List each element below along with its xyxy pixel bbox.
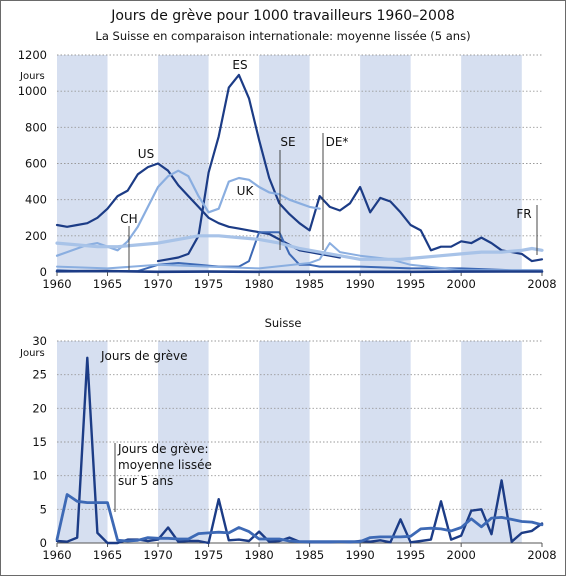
bottom-x-tick-label: 1995	[396, 548, 425, 562]
top-x-tick-label: 1980	[244, 277, 273, 291]
top-y-unit-label: Jours	[19, 71, 45, 82]
label-se: SE	[280, 135, 295, 149]
bottom-x-tick-label: 1985	[295, 548, 324, 562]
bottom-x-tick-label: 1970	[143, 548, 172, 562]
bottom-y-tick-label: 25	[32, 368, 47, 382]
top-series-line-ch	[55, 269, 544, 274]
bottom-panel-title: Suisse	[265, 316, 302, 330]
label-fr: FR	[516, 207, 531, 221]
bottom-y-tick-label: 0	[40, 536, 47, 550]
bottom-x-tick-label: 2008	[527, 548, 556, 562]
bottom-y-tick-label: 30	[32, 334, 47, 348]
label-moyenne-line-3: sur 5 ans	[118, 474, 173, 488]
top-period-band	[360, 55, 411, 272]
label-moyenne-line-1: Jours de grève:	[117, 442, 209, 456]
bottom-y-tick-label: 10	[32, 469, 47, 483]
bottom-period-band	[360, 341, 411, 543]
label-ch: CH	[120, 212, 137, 226]
top-y-tick-label: 0	[40, 265, 47, 279]
top-x-tick-label: 2008	[527, 277, 556, 291]
label-jours-de-greve: Jours de grève	[100, 349, 187, 363]
switzerland-panel: 0 5 10 15 20 25 30 1960 1965 1970 1975 1980 1985 1990…	[32, 334, 556, 562]
top-y-tick-label: 200	[25, 229, 47, 243]
top-y-tick-label: 400	[25, 193, 47, 207]
bottom-series-line-jours-de-gr-ve-moyenne-liss-e-sur-5-ans	[55, 493, 544, 544]
label-us: US	[138, 147, 154, 161]
top-y-tick-label: 600	[25, 157, 47, 171]
top-x-tick-label: 1970	[143, 277, 172, 291]
top-series-line-fr	[55, 234, 544, 261]
bottom-y-unit-label: Jours	[19, 348, 45, 359]
top-x-tick-label: 1975	[194, 277, 223, 291]
bottom-x-tick-label: 2000	[447, 548, 476, 562]
top-x-tick-label: 2000	[447, 277, 476, 291]
top-x-tick-label: 1985	[295, 277, 324, 291]
top-series-line-de	[56, 242, 543, 272]
bottom-y-tick-label: 15	[32, 435, 47, 449]
top-x-tick-label: 1995	[396, 277, 425, 291]
top-x-tick-label: 1990	[345, 277, 374, 291]
bottom-y-tick-label: 5	[40, 502, 47, 516]
label-moyenne-line-2: moyenne lissée	[118, 458, 212, 472]
top-series-line-es	[156, 73, 544, 263]
label-es: ES	[232, 58, 247, 72]
bottom-x-tick-label: 1990	[345, 548, 374, 562]
top-x-tick-label: 1965	[93, 277, 122, 291]
top-y-tick-label: 1200	[18, 48, 47, 62]
top-y-tick-label: 800	[25, 120, 47, 134]
label-de: DE*	[326, 135, 349, 149]
chart-subtitle: La Suisse en comparaison internationale:…	[95, 29, 470, 43]
top-x-tick-label: 1960	[42, 277, 71, 291]
chart-title: Jours de grève pour 1000 travailleurs 19…	[110, 8, 455, 24]
top-series-line-uk	[55, 169, 321, 257]
bottom-y-tick-label: 20	[32, 401, 47, 415]
bottom-x-tick-label: 1960	[42, 548, 71, 562]
label-uk: UK	[237, 184, 255, 198]
top-y-tick-label: 1000	[18, 84, 47, 98]
bottom-x-tick-label: 1975	[194, 548, 223, 562]
international-panel: 0 200 400 600 800 1000 1200 1960 1965 1970 1975 198…	[18, 48, 557, 291]
bottom-x-tick-label: 1980	[244, 548, 273, 562]
bottom-x-tick-label: 1965	[93, 548, 122, 562]
